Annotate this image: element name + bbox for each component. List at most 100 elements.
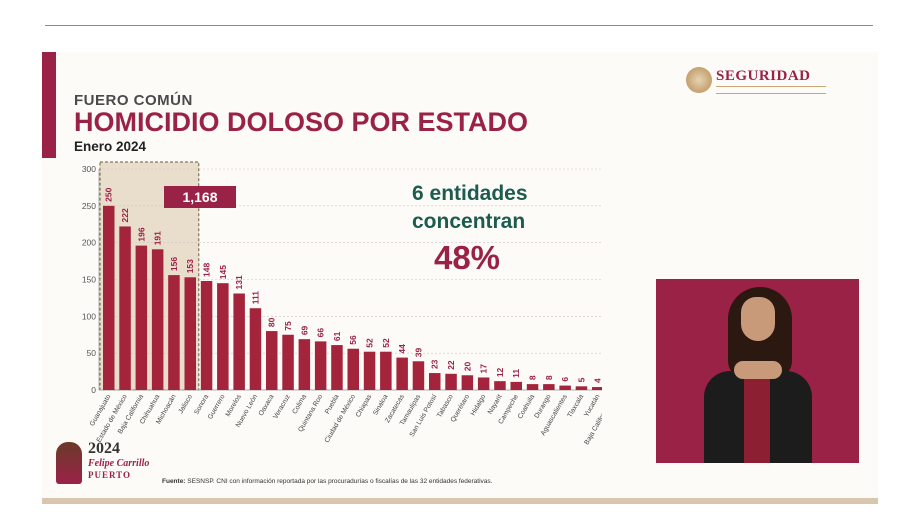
category-label: Oaxaca (258, 393, 276, 417)
portrait-icon (56, 442, 82, 484)
government-seal-icon (686, 67, 712, 93)
bar-value-label: 8 (528, 375, 538, 380)
bar-value-label: 4 (593, 378, 602, 383)
logo-subtitle: PUERTO (88, 470, 132, 480)
slide-period: Enero 2024 (74, 139, 147, 154)
bar (217, 283, 229, 390)
presentation-slide: FUERO COMÚN HOMICIDIO DOLOSO POR ESTADO … (42, 52, 878, 504)
bar-value-label: 156 (169, 257, 179, 271)
bar (249, 308, 262, 390)
bar (298, 339, 311, 390)
bar (135, 245, 148, 390)
logo-year: 2024 (88, 440, 120, 457)
category-label: Jalisco (178, 393, 195, 415)
homicide-bar-chart: 050100150200250300250Guanajuato222Estado… (82, 161, 602, 446)
category-label: Sonora (193, 393, 210, 416)
concentration-callout: 6 entidades concentran 48% (412, 180, 528, 280)
y-tick-label: 100 (82, 311, 96, 321)
brand-subtitle-lines (716, 86, 826, 94)
bar-value-label: 52 (381, 338, 391, 348)
category-label: Sinaloa (372, 393, 390, 416)
bar (314, 341, 327, 390)
bar (559, 385, 571, 390)
bar-value-label: 11 (511, 369, 521, 378)
felipe-carrillo-puerto-logo: 2024 Felipe Carrillo PUERTO (56, 436, 166, 488)
logo-name: Felipe Carrillo (88, 458, 150, 469)
bar (461, 375, 474, 390)
seguridad-brand: SEGURIDAD (686, 66, 826, 98)
bar-value-label: 191 (153, 231, 163, 245)
bar (233, 293, 245, 390)
y-tick-label: 50 (87, 348, 97, 358)
bar (200, 280, 213, 390)
total-label: 1,168 (182, 189, 217, 205)
bar (331, 345, 343, 390)
bar (266, 331, 278, 390)
bar (429, 373, 441, 390)
bar (119, 226, 131, 390)
y-tick-label: 150 (82, 275, 96, 285)
bar-value-label: 12 (495, 367, 505, 377)
bar-value-label: 145 (218, 265, 228, 279)
source-note: Fuente: SESNSP. CNI con información repo… (162, 478, 492, 485)
callout-line-2: concentran (412, 210, 526, 233)
bar-value-label: 6 (560, 377, 570, 382)
brand-name: SEGURIDAD (716, 68, 811, 84)
bar (282, 334, 294, 390)
y-tick-label: 300 (82, 164, 96, 174)
bar (184, 277, 196, 390)
bar-value-label: 17 (479, 364, 489, 374)
bar-value-label: 20 (462, 362, 472, 372)
interpreter-hands (734, 361, 782, 379)
interpreter-face (741, 297, 775, 341)
interpreter-shirt (744, 371, 770, 463)
bar (526, 384, 539, 390)
bar-value-label: 56 (348, 335, 358, 345)
bar-value-label: 22 (446, 360, 456, 370)
bar (380, 351, 392, 390)
total-label-box (164, 186, 236, 208)
slide-kicker: FUERO COMÚN (74, 92, 193, 109)
bar (151, 249, 164, 390)
bottom-strip (42, 498, 878, 504)
bar (363, 351, 376, 390)
bar-value-label: 5 (576, 377, 586, 382)
bar-value-label: 8 (544, 375, 554, 380)
bar-value-label: 66 (316, 328, 326, 338)
bar-value-label: 148 (202, 263, 212, 277)
bar-value-label: 39 (413, 348, 423, 358)
bar (396, 357, 408, 390)
category-label: Hidalgo (470, 393, 488, 417)
bar-value-label: 111 (250, 291, 260, 305)
bar-value-label: 153 (185, 259, 195, 273)
bar (103, 205, 115, 390)
category-label: Nayarit (487, 393, 504, 415)
bar (347, 348, 359, 390)
bar (445, 373, 457, 390)
bar (543, 384, 555, 390)
bar (592, 387, 602, 390)
bar (510, 381, 522, 390)
bar-value-label: 61 (332, 331, 342, 341)
y-tick-label: 0 (91, 385, 96, 395)
callout-line-1: 6 entidades (412, 182, 528, 205)
bar (168, 275, 180, 390)
bar-value-label: 196 (136, 227, 146, 241)
y-tick-label: 250 (82, 201, 96, 211)
bar-value-label: 131 (234, 275, 244, 289)
y-tick-label: 200 (82, 238, 96, 248)
bar-value-label: 250 (104, 187, 114, 201)
category-label: Chiapas (355, 393, 374, 419)
bar-value-label: 52 (365, 338, 375, 348)
bar-value-label: 44 (397, 344, 407, 354)
bar-value-label: 23 (430, 359, 440, 369)
bar (412, 361, 425, 390)
category-label: Puebla (324, 393, 341, 415)
bar-value-label: 75 (283, 321, 293, 331)
source-label: Fuente: (162, 478, 186, 485)
bar-value-label: 80 (267, 317, 277, 327)
callout-percent: 48% (433, 239, 501, 276)
bar-value-label: 69 (299, 325, 309, 335)
slide-title: HOMICIDIO DOLOSO POR ESTADO (74, 107, 529, 137)
category-label: Ciudad de México (324, 393, 357, 444)
